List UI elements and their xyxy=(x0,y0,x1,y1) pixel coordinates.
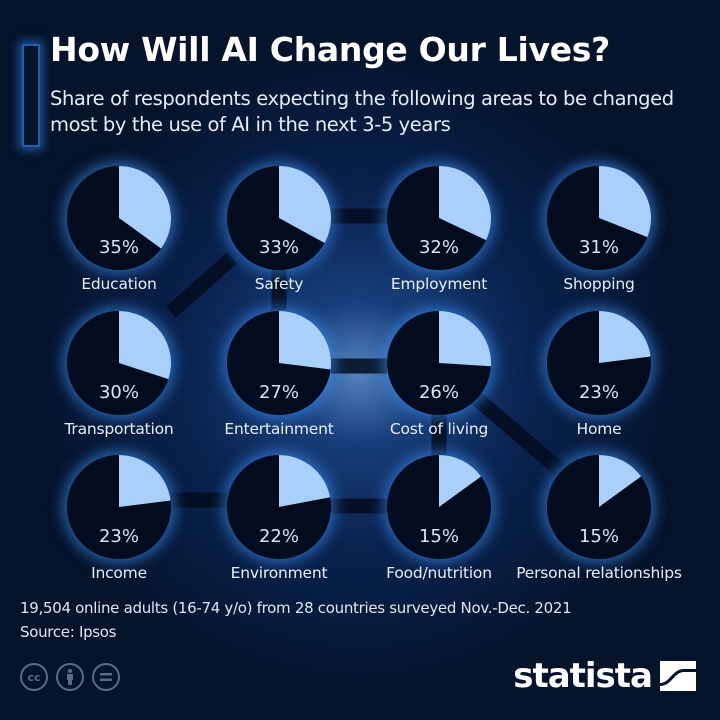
pie-label: Environment xyxy=(230,564,328,582)
pie-chart xyxy=(547,455,651,559)
pie-item: 23% Income xyxy=(39,455,199,600)
pie-slice xyxy=(599,455,642,507)
pie-item: 30% Transportation xyxy=(39,311,199,456)
pie-label: Cost of living xyxy=(389,420,489,438)
pie-chart xyxy=(67,166,171,270)
pie-label: Entertainment xyxy=(224,420,334,438)
pie-item: 15% Personal relationships xyxy=(516,455,682,600)
pie-item: 35% Education xyxy=(39,166,199,311)
pie-percentage: 22% xyxy=(258,526,299,547)
pie-slice xyxy=(279,311,331,370)
pie-label: Home xyxy=(576,420,622,438)
statista-wave-icon xyxy=(660,661,696,691)
pie-percentage: 31% xyxy=(578,237,619,258)
pie-percentage: 23% xyxy=(98,526,139,547)
pie-label: Employment xyxy=(390,275,488,293)
pie-chart xyxy=(227,166,331,270)
pie-percentage: 26% xyxy=(418,382,459,403)
pie-chart xyxy=(547,166,651,270)
pie-slice xyxy=(119,166,171,249)
pie-slice xyxy=(439,455,482,507)
pie-slice xyxy=(119,311,171,380)
no-derivatives-icon[interactable] xyxy=(92,663,120,691)
pie-item: 26% Cost of living xyxy=(359,311,519,456)
pie-label: Food/nutrition xyxy=(386,564,492,582)
pie-chart xyxy=(387,166,491,270)
chart-subtitle: Share of respondents expecting the follo… xyxy=(50,87,674,136)
pie-item: 31% Shopping xyxy=(519,166,679,311)
pie-slice xyxy=(439,166,491,241)
pie-percentage: 30% xyxy=(98,382,139,403)
pie-label: Income xyxy=(91,564,147,582)
logo-text: statista xyxy=(513,656,653,696)
pie-percentage: 27% xyxy=(258,382,299,403)
pie-item: 15% Food/nutrition xyxy=(359,455,519,600)
chart-title: How Will AI Change Our Lives? xyxy=(50,30,610,69)
pie-chart xyxy=(547,311,651,415)
license-icons: cc xyxy=(20,663,120,691)
pie-chart xyxy=(227,311,331,415)
pie-chart xyxy=(67,455,171,559)
pie-item: 22% Environment xyxy=(199,455,359,600)
pie-chart xyxy=(387,311,491,415)
pie-label: Safety xyxy=(254,275,304,293)
pie-chart xyxy=(227,455,331,559)
pie-slice xyxy=(599,166,651,238)
pie-slice xyxy=(279,455,331,507)
pie-percentage: 33% xyxy=(258,237,299,258)
pie-percentage: 35% xyxy=(98,237,139,258)
pie-label: Education xyxy=(81,275,157,293)
pie-label: Personal relationships xyxy=(516,564,682,582)
survey-note: 19,504 online adults (16-74 y/o) from 28… xyxy=(20,599,572,617)
pie-chart xyxy=(387,455,491,559)
pie-item: 23% Home xyxy=(519,311,679,456)
pie-slice xyxy=(119,455,171,507)
pie-percentage: 15% xyxy=(578,526,619,547)
cc-icon[interactable]: cc xyxy=(20,663,48,691)
pie-label: Shopping xyxy=(563,275,635,293)
pie-percentage: 23% xyxy=(578,382,619,403)
pie-chart xyxy=(67,311,171,415)
attribution-icon[interactable] xyxy=(56,663,84,691)
pie-slice xyxy=(279,166,331,244)
pie-label: Transportation xyxy=(64,420,174,438)
pie-slice xyxy=(599,311,651,363)
pie-percentage: 15% xyxy=(418,526,459,547)
title-accent-bar xyxy=(22,44,40,147)
statista-logo[interactable]: statista xyxy=(513,656,696,696)
source-text: Source: Ipsos xyxy=(20,623,117,641)
pie-slice xyxy=(439,311,491,367)
pie-item: 33% Safety xyxy=(199,166,359,311)
pie-item: 27% Entertainment xyxy=(199,311,359,456)
footnote: 19,504 online adults (16-74 y/o) from 28… xyxy=(20,596,572,644)
pie-item: 32% Employment xyxy=(359,166,519,311)
pie-percentage: 32% xyxy=(418,237,459,258)
